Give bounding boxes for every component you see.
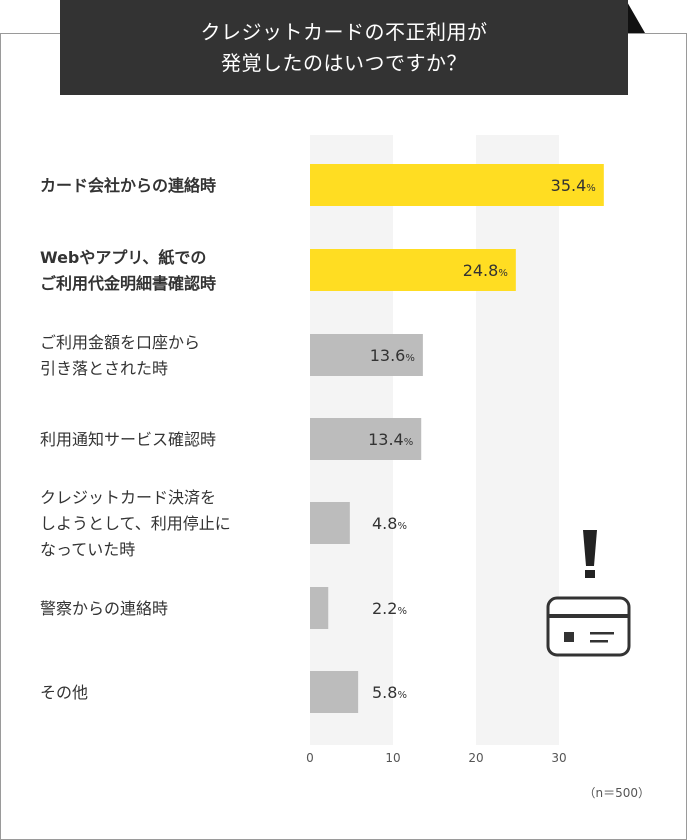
category-label: しようとして、利用停止に bbox=[40, 514, 231, 533]
card-alert-icon bbox=[546, 530, 631, 657]
value-label: 5.8% bbox=[372, 683, 407, 702]
category-label: カード会社からの連絡時 bbox=[40, 176, 216, 195]
category-label: ご利用金額を口座から bbox=[40, 333, 200, 352]
bar bbox=[310, 334, 423, 376]
bar bbox=[310, 164, 604, 206]
bar bbox=[310, 249, 516, 291]
exclamation-icon bbox=[583, 530, 597, 566]
x-tick-label: 0 bbox=[306, 751, 314, 765]
exclamation-dot bbox=[585, 570, 595, 578]
sample-size-note: （n＝500） bbox=[583, 786, 650, 800]
category-label: 引き落とされた時 bbox=[40, 359, 168, 378]
value-label: 13.4% bbox=[368, 430, 413, 449]
title-corner-fold bbox=[626, 0, 645, 33]
category-label: 利用通知サービス確認時 bbox=[40, 430, 216, 449]
chart-title-line2: 発覚したのはいつですか？ bbox=[221, 50, 467, 75]
value-label: 35.4% bbox=[551, 176, 596, 195]
x-tick-label: 10 bbox=[385, 751, 400, 765]
category-label: Webやアプリ、紙での bbox=[40, 248, 206, 267]
value-label: 13.6% bbox=[370, 346, 415, 365]
category-label: その他 bbox=[40, 683, 88, 702]
category-label: 警察からの連絡時 bbox=[40, 599, 168, 618]
bar bbox=[310, 671, 359, 713]
value-label: 4.8% bbox=[372, 514, 407, 533]
bar bbox=[310, 502, 350, 544]
grid-band bbox=[476, 135, 559, 745]
chart-title-line1: クレジットカードの不正利用が bbox=[200, 19, 488, 44]
x-tick-label: 20 bbox=[468, 751, 483, 765]
x-tick-label: 30 bbox=[551, 751, 566, 765]
chart-title: クレジットカードの不正利用が 発覚したのはいつですか？ bbox=[60, 0, 628, 95]
category-label: ご利用代金明細書確認時 bbox=[40, 274, 216, 293]
value-label: 2.2% bbox=[372, 599, 407, 618]
value-label: 24.8% bbox=[463, 261, 508, 280]
bar bbox=[310, 418, 422, 460]
credit-card-icon bbox=[546, 596, 631, 657]
category-label: なっていた時 bbox=[40, 540, 135, 559]
bar bbox=[310, 587, 329, 629]
category-label: クレジットカード決済を bbox=[40, 488, 216, 507]
